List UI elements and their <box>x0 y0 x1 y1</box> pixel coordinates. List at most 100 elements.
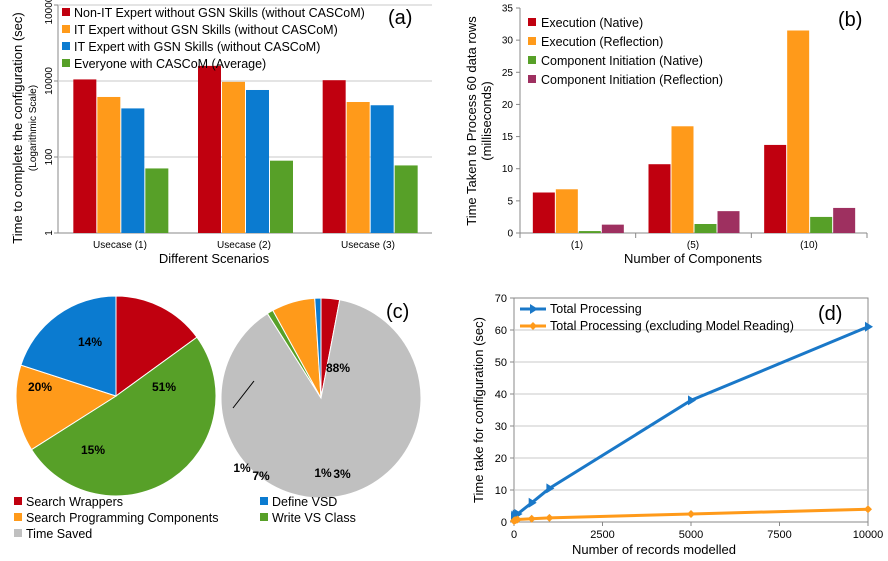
chart-d-x-tick-label: 10000 <box>853 529 884 541</box>
chart-b-bar <box>810 216 833 233</box>
chart-d-y-axis-title: Time take for configuration (sec) <box>471 317 486 503</box>
chart-a-bar <box>322 80 346 233</box>
chart-c-slice-label: 1% <box>314 466 332 480</box>
chart-d-data-point <box>528 497 537 508</box>
chart-d-data-point <box>546 483 555 494</box>
chart-c-slice-label: 3% <box>333 467 351 481</box>
chart-b-y-tick-label: 0 <box>507 229 513 240</box>
chart-a-bar <box>73 79 97 233</box>
chart-c-legend-swatch <box>14 497 22 505</box>
chart-a-bar <box>370 105 394 233</box>
chart-d-data-point <box>865 321 873 332</box>
chart-c-legend-label: Write VS Class <box>272 511 356 525</box>
chart-a-y-axis-subtitle: (Logarithmic Scale) <box>28 85 39 171</box>
chart-d-series-line <box>512 325 869 518</box>
chart-a-bar <box>198 65 221 233</box>
chart-c-pie-slice <box>220 299 422 499</box>
chart-d-panel-label: (d) <box>818 303 842 325</box>
chart-c-pie-slice <box>30 336 217 497</box>
chart-a-category-label: Usecase (2) <box>217 240 271 251</box>
chart-b-x-axis-title: Number of Components <box>624 251 763 266</box>
chart-b-category-label: (1) <box>571 240 583 251</box>
chart-d-x-tick-label: 5000 <box>679 529 703 541</box>
chart-d-legend-label: Total Processing <box>550 302 642 316</box>
chart-d-data-point <box>688 395 696 406</box>
chart-d-y-tick-label: 40 <box>495 389 507 401</box>
chart-a-y-tick-label: 10000 <box>44 67 55 95</box>
chart-a-legend-label: Everyone with CASCoM (Average) <box>74 57 266 71</box>
chart-c-legend-label: Define VSD <box>272 495 337 509</box>
chart-b-bar <box>787 30 810 233</box>
chart-c-slice-label: 20% <box>28 380 52 394</box>
chart-d-legend-marker <box>529 322 537 330</box>
chart-d-x-tick-label: 2500 <box>590 529 614 541</box>
chart-a-legend-label: Non-IT Expert without GSN Skills (withou… <box>74 6 365 20</box>
chart-d-data-point <box>513 515 522 524</box>
chart-a-legend-label: IT Expert with GSN Skills (without CASCo… <box>74 40 320 54</box>
chart-b-legend-swatch <box>528 18 536 26</box>
chart-c-slice-label: 7% <box>252 469 270 483</box>
chart-c-leader-line <box>232 380 255 409</box>
chart-b-y-axis-subtitle: (milliseconds) <box>479 81 494 160</box>
chart-c: (c) 15%51%14%20%3%88%1%7% 1% Search Wrapp… <box>14 295 422 541</box>
chart-b-bar <box>764 144 787 233</box>
chart-c-pie-slice <box>15 364 118 451</box>
chart-b-legend-swatch <box>528 37 536 45</box>
chart-c-legend-label: Search Wrappers <box>26 495 123 509</box>
chart-b-legend-swatch <box>528 56 536 64</box>
chart-b-y-tick-label: 35 <box>502 4 514 15</box>
chart-d-x-tick-label: 0 <box>511 529 517 541</box>
chart-b-legend-label: Component Initiation (Reflection) <box>541 73 723 87</box>
chart-b-y-tick-label: 15 <box>502 132 514 143</box>
chart-b-bar <box>717 211 740 233</box>
chart-a-legend-label: IT Expert without GSN Skills (without CA… <box>74 23 338 37</box>
chart-c-panel-label: (c) <box>386 301 409 323</box>
chart-c-slice-label: 51% <box>152 380 176 394</box>
chart-b-bar <box>648 164 671 233</box>
chart-a-legend-swatch <box>62 8 70 16</box>
chart-c-legend-swatch <box>14 529 22 537</box>
chart-b-y-tick-label: 20 <box>502 100 514 111</box>
chart-c-slice-label: 14% <box>78 335 102 349</box>
chart-c-slice-label: 1% <box>233 461 251 475</box>
chart-c-pie-slice <box>115 295 198 397</box>
chart-a: (a) Usecase (1) Usecase (2) Usecase (3) … <box>10 0 432 266</box>
chart-b-bar <box>671 126 694 233</box>
chart-c-slice-label: 88% <box>326 361 350 375</box>
chart-c-legend-swatch <box>260 513 268 521</box>
chart-a-bar <box>270 160 293 233</box>
chart-b-y-tick-label: 30 <box>502 36 514 47</box>
chart-c-legend-label: Search Programming Components <box>26 511 218 525</box>
chart-b-legend-swatch <box>528 75 536 83</box>
chart-b-panel-label: (b) <box>838 9 862 31</box>
chart-a-category-label: Usecase (3) <box>341 240 395 251</box>
chart-a-y-tick-label: 100 <box>44 148 55 165</box>
chart-d-data-point <box>687 510 695 518</box>
chart-a-bar <box>222 81 245 234</box>
chart-b-legend-label: Execution (Reflection) <box>541 35 663 49</box>
chart-c-pie-slice <box>314 297 322 399</box>
chart-d-data-point <box>545 513 554 522</box>
chart-b-bar <box>532 192 555 233</box>
chart-b-category-label: (5) <box>687 240 699 251</box>
chart-a-category-label: Usecase (1) <box>93 240 147 251</box>
chart-d-y-tick-label: 0 <box>501 517 507 529</box>
chart-c-legend-label: Time Saved <box>26 527 92 541</box>
chart-b-y-tick-label: 5 <box>507 196 513 207</box>
chart-b-bar <box>833 207 856 233</box>
chart-a-bar <box>145 168 169 233</box>
chart-a-y-tick-label: 1000000 <box>44 0 55 24</box>
chart-d-y-tick-label: 30 <box>495 421 507 433</box>
chart-d-data-point <box>527 514 536 523</box>
chart-d-legend-label: Total Processing (excluding Model Readin… <box>550 319 794 333</box>
chart-c-pie-slice <box>20 295 117 397</box>
chart-d-y-tick-label: 70 <box>495 293 507 305</box>
chart-a-panel-label: (a) <box>388 7 412 29</box>
chart-b-legend-label: Component Initiation (Native) <box>541 54 703 68</box>
chart-b-y-tick-label: 10 <box>502 164 514 175</box>
chart-a-legend-swatch <box>62 42 70 50</box>
chart-b-y-axis-title: Time Taken to Process 60 data rows <box>464 16 479 226</box>
chart-d-x-tick-label: 7500 <box>767 529 791 541</box>
chart-d-legend-marker <box>530 304 538 314</box>
